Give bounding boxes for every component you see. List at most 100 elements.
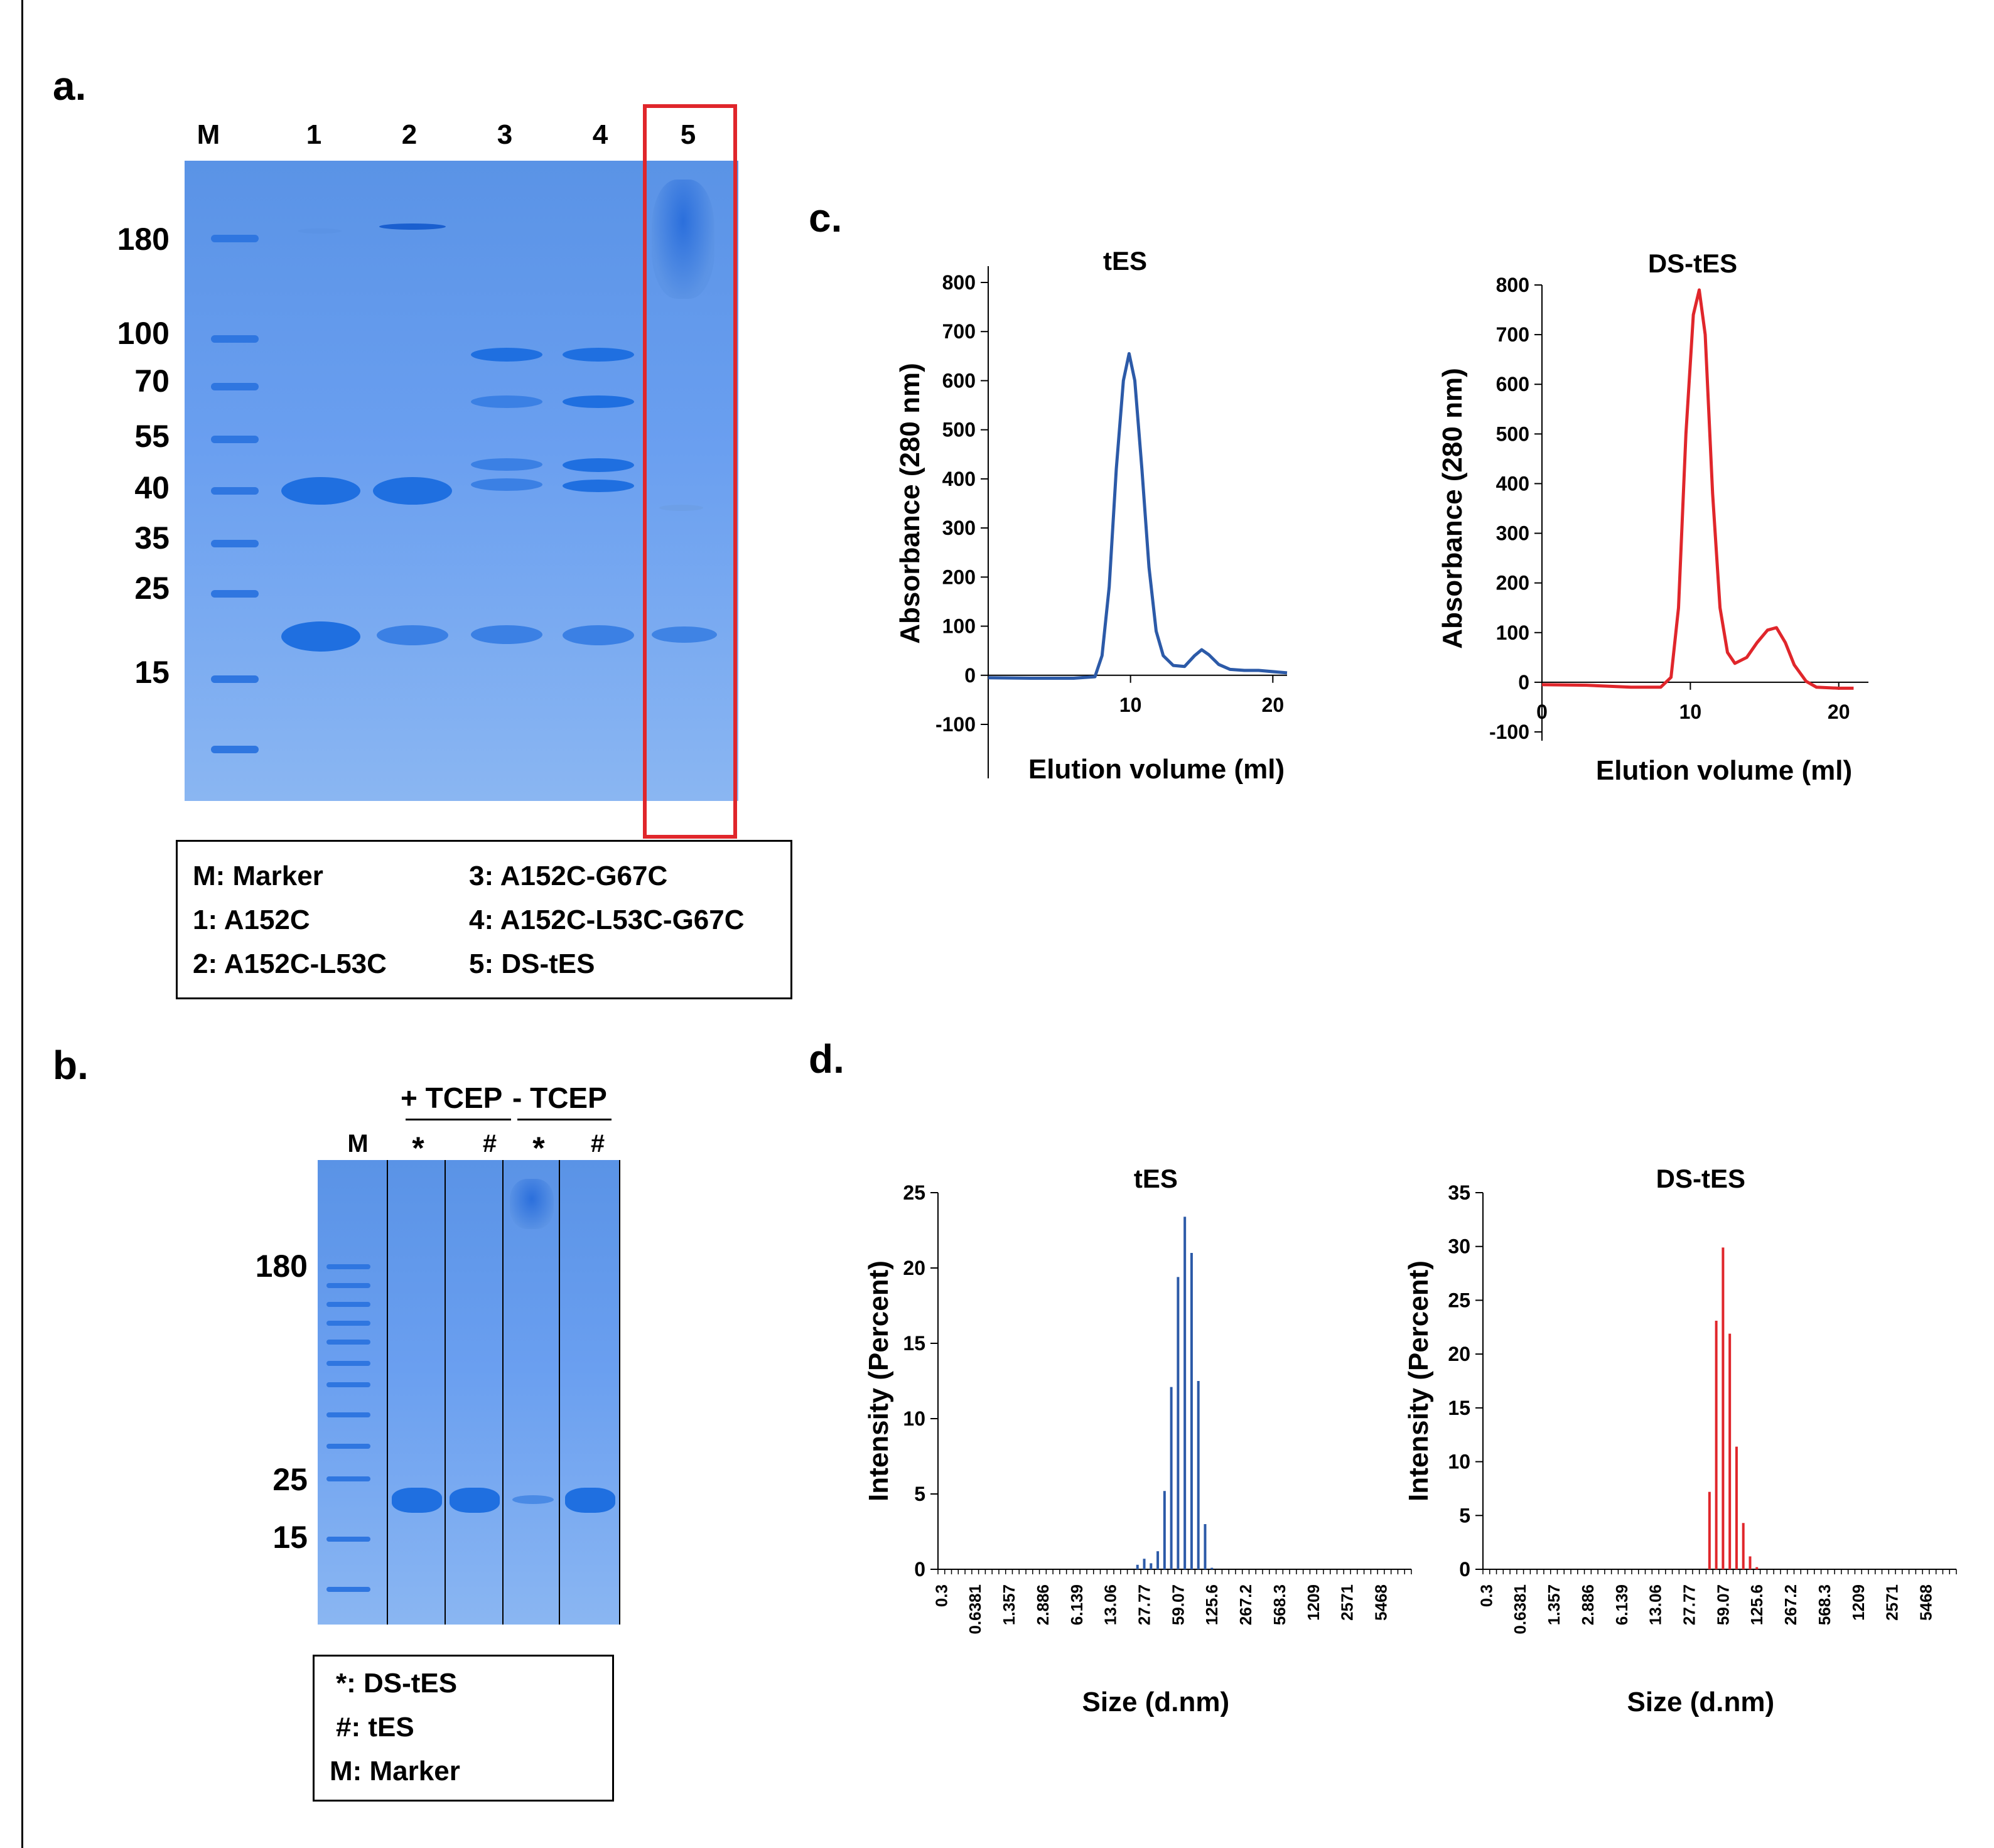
x-tick-label: 20	[1828, 701, 1850, 723]
y-tick-label: 30	[1448, 1235, 1470, 1258]
legend-text: : DS-tES	[347, 1668, 458, 1699]
gel-image-b	[318, 1160, 620, 1625]
lane-label-hash-1: #	[482, 1130, 497, 1158]
y-tick-label: 200	[942, 566, 976, 588]
x-axis-label: Size (d.nm)	[1082, 1687, 1229, 1717]
panel-b-legend: *: DS-tES #: tES M: Marker	[313, 1655, 614, 1802]
frame-line	[21, 0, 23, 1848]
x-axis-label: Elution volume (ml)	[1596, 755, 1852, 786]
mw-label-25: 25	[134, 571, 170, 606]
x-tick-label: 267.2	[1781, 1584, 1800, 1625]
y-tick-label: 400	[942, 468, 976, 490]
x-tick-label: 59.07	[1713, 1584, 1732, 1625]
y-tick-label: 10	[903, 1407, 925, 1430]
x-tick-label: 0.6381	[1511, 1584, 1529, 1635]
x-tick-label: 125.6	[1202, 1584, 1221, 1625]
panel-b-label: b.	[53, 1043, 89, 1088]
legend-symbol: *	[336, 1668, 347, 1699]
lane-label-1: 1	[306, 119, 322, 150]
x-tick-label: 1209	[1849, 1584, 1868, 1621]
y-tick-label: 0	[1518, 671, 1529, 694]
chart-title: tES	[1134, 1164, 1178, 1193]
y-axis-label: Absorbance (280 nm)	[895, 363, 925, 643]
legend-item: 3: A152C-G67C	[469, 861, 668, 891]
x-tick-label: 267.2	[1236, 1584, 1255, 1625]
y-tick-label: 100	[1496, 621, 1529, 644]
legend-hash: #: tES	[336, 1712, 414, 1743]
x-tick-label: 2571	[1338, 1584, 1357, 1621]
y-tick-label: 700	[1496, 323, 1529, 346]
x-tick-label: 2571	[1883, 1584, 1902, 1621]
x-tick-label: 20	[1262, 694, 1285, 716]
x-tick-label: 10	[1679, 701, 1702, 723]
lane-label-5: 5	[680, 119, 696, 150]
minus-tcep-label: - TCEP	[512, 1082, 607, 1114]
y-tick-label: 400	[1496, 472, 1529, 495]
lane-label-star-2: *	[532, 1131, 545, 1166]
y-tick-label: 700	[942, 320, 976, 343]
x-tick-label: 2.886	[1033, 1584, 1052, 1625]
mw-b-label-180: 180	[255, 1249, 308, 1284]
series-line	[988, 352, 1288, 680]
x-tick-label: 5468	[1372, 1584, 1391, 1621]
panel-a-legend: M: Marker 1: A152C 2: A152C-L53C 3: A152…	[176, 840, 792, 999]
legend-symbol: #	[336, 1712, 352, 1743]
lane-5-highlight-box	[643, 104, 737, 839]
x-axis-label: Elution volume (ml)	[1028, 754, 1285, 785]
x-tick-label: 1.357	[1000, 1584, 1018, 1625]
x-tick-label: 13.06	[1101, 1584, 1120, 1625]
x-tick-label: 2.886	[1578, 1584, 1597, 1625]
legend-item: 2: A152C-L53C	[193, 948, 387, 979]
lane-label-m: M	[197, 119, 220, 150]
legend-item: 1: A152C	[193, 905, 310, 935]
y-tick-label: 800	[942, 271, 976, 294]
y-tick-label: 200	[1496, 572, 1529, 594]
legend-marker: M: Marker	[330, 1756, 460, 1787]
x-tick-label: 0.3	[1477, 1584, 1495, 1607]
x-tick-label: 59.07	[1168, 1584, 1187, 1625]
y-tick-label: 15	[1448, 1397, 1470, 1419]
x-tick-label: 1209	[1304, 1584, 1323, 1621]
x-tick-label: 6.139	[1612, 1584, 1631, 1625]
y-tick-label: 300	[942, 517, 976, 539]
y-tick-label: 20	[903, 1257, 925, 1279]
x-tick-label: 10	[1119, 694, 1142, 716]
x-tick-label: 27.77	[1680, 1584, 1699, 1625]
mw-label-70: 70	[134, 363, 170, 399]
chart-c1-sec: tES 800 700 600 500 400 300 200 100 0 -100 10 20 Elut…	[895, 246, 1288, 785]
lane-label-2: 2	[401, 119, 418, 150]
mw-b-label-25: 25	[272, 1462, 308, 1497]
legend-text: : Marker	[352, 1756, 460, 1786]
mw-b-label-15: 15	[272, 1520, 308, 1555]
minus-tcep-underline	[517, 1119, 612, 1120]
y-tick-label: 100	[942, 615, 976, 638]
mw-label-180: 180	[117, 222, 170, 257]
y-tick-label: -100	[1489, 721, 1529, 743]
lane-label-m-b: M	[347, 1130, 369, 1158]
lane-label-hash-2: #	[590, 1130, 605, 1158]
panel-a-label: a.	[53, 63, 87, 109]
x-tick-label: 27.77	[1135, 1584, 1154, 1625]
x-tick-label: 13.06	[1646, 1584, 1665, 1625]
y-tick-label: 500	[1496, 422, 1529, 445]
legend-star: *: DS-tES	[336, 1668, 457, 1699]
x-tick-label: 6.139	[1067, 1584, 1086, 1625]
y-tick-label: -100	[935, 713, 976, 736]
chart-c2-dstes-sec: DS-tES 800 700 600 500 400 300 200 100 0 -100 0 10 20…	[1437, 249, 1868, 786]
y-tick-label: 500	[942, 419, 976, 441]
y-tick-label: 35	[1448, 1181, 1470, 1204]
plus-tcep-label: + TCEP	[401, 1082, 503, 1114]
panel-d-label: d.	[809, 1036, 844, 1082]
mw-label-40: 40	[134, 470, 170, 505]
y-tick-label: 300	[1496, 522, 1529, 545]
x-tick-label: 0.3	[932, 1584, 951, 1607]
legend-item: 5: DS-tES	[469, 948, 595, 979]
x-tick-label: 0	[1536, 701, 1548, 723]
y-tick-label: 5	[914, 1483, 925, 1505]
chart-d1-dls: tES 25 20 15 10 5 0 0.3 0.6381 1.357 2.886 6.139 13.…	[863, 1164, 1412, 1717]
legend-symbol: M	[330, 1756, 353, 1786]
y-tick-label: 0	[1459, 1558, 1470, 1581]
lane-label-4: 4	[592, 119, 608, 150]
x-tick-label: 1.357	[1544, 1584, 1563, 1625]
y-tick-label: 25	[903, 1181, 925, 1204]
